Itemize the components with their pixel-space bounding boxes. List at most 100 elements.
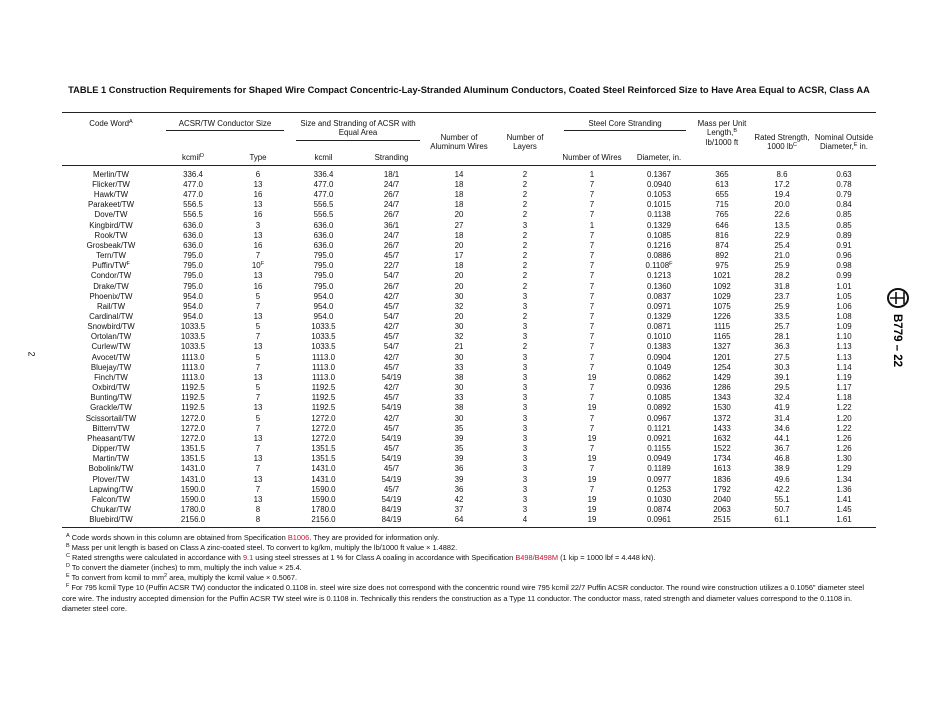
table-cell: 30 (454, 352, 464, 362)
table-cell: 7 (255, 423, 261, 433)
table-row: Grosbeak/TW 636.0 16 636.0 26/7 20 2 7 0.1216 874… (62, 241, 876, 251)
text: area, multiply the kcmil value × 0.5067. (167, 573, 298, 583)
table-cell: 2040 (713, 494, 731, 504)
table-cell: 0.1329 (646, 312, 672, 321)
table-row: Lapwing/TW 1590.0 7 1590.0 45/7 36 3 7 0.1253 179… (62, 485, 876, 495)
text: Nominal Outside Diameter, (814, 132, 874, 151)
superscript: 2 (164, 573, 168, 580)
table-cell: 2 (522, 190, 528, 200)
table-cell: Cardinal/TW (89, 312, 133, 321)
group-label: Steel Core Stranding (564, 119, 687, 132)
text: Mass per unit length is based on Class A… (69, 543, 458, 553)
table-cell: 1075 (713, 301, 731, 311)
table-cell: 1590.0 (180, 494, 206, 504)
table-cell: 1.01 (836, 281, 852, 291)
table-cell: 13.5 (774, 220, 790, 230)
table-cell: Martin/TW (92, 454, 130, 464)
table-row: Curlew/TW 1033.5 13 1033.5 54/7 21 2 7 0.1383 132… (62, 342, 876, 352)
table-row: Dipper/TW 1351.5 7 1351.5 45/7 35 3 7 0.1155 1522… (62, 444, 876, 454)
table-cell: 33 (454, 362, 464, 372)
table-cell: Ortolan/TW (90, 332, 132, 342)
superscript: F (66, 583, 70, 590)
table-row: Oxbird/TW 1192.5 5 1192.5 42/7 30 3 7 0.0936 1286… (62, 383, 876, 393)
text: . They are provided for information only… (309, 533, 440, 542)
column-subheader: kcmilD (160, 140, 226, 166)
table-cell: 1613 (713, 464, 731, 474)
table-cell: 32 (454, 301, 464, 311)
table-row: Pheasant/TW 1272.0 13 1272.0 54/19 39 3 19 0.092… (62, 434, 876, 444)
table-cell: 0.0967 (646, 413, 672, 423)
table-cell: Falcon/TW (91, 494, 131, 504)
table-cell: 2 (522, 230, 528, 240)
table-cell: 3 (255, 220, 261, 230)
table-cell: Bluebird/TW (62, 515, 160, 529)
table-cell: 42/7 (383, 352, 400, 362)
table-cell: 336.4 (313, 169, 334, 179)
table-cell: 38 (454, 403, 464, 413)
table-cell: 22.6 (774, 210, 790, 220)
table-cell: Rook/TW (94, 230, 128, 240)
table-cell: 1033.5 (311, 332, 336, 342)
table-cell: 84/19 (381, 504, 402, 514)
table-cell: 54/19 (381, 474, 402, 484)
table-cell: 1780.0 (311, 504, 336, 514)
table-cell: 0.1121 (647, 423, 671, 433)
table-cell: 13 (253, 230, 263, 240)
table-cell: 8.6 (776, 169, 788, 179)
table-cell: 1226 (713, 312, 731, 321)
text: kcmil (314, 153, 333, 163)
table-row: Avocet/TW 1113.0 5 1113.0 42/7 30 3 7 0.0904 1201… (62, 353, 876, 363)
table-cell: 1351.5 (311, 444, 336, 454)
column-header: Code WordA (62, 112, 160, 166)
table-cell: 22/7 (383, 261, 400, 271)
column-header: Rated Strength, 1000 lbC (752, 112, 813, 166)
table-cell: 24/7 (383, 230, 400, 240)
table-cell: 27 (454, 220, 464, 230)
table-cell: 765 (715, 210, 729, 220)
table-cell: 7 (255, 444, 261, 454)
table-row: Rook/TW 636.0 13 636.0 24/7 18 2 7 0.1085 816 22.9… (62, 231, 876, 241)
table-cell: 46.8 (774, 454, 790, 464)
text: Number of Layers (506, 132, 544, 151)
table-cell: 1.22 (836, 403, 852, 413)
table-cell: 31.4 (774, 413, 790, 423)
table-cell: Tern/TW (96, 251, 126, 261)
table-cell: 1192.5 (181, 383, 205, 393)
table-cell: 636.0 (313, 230, 334, 240)
table-cell: 19 (558, 515, 626, 529)
table-cell: 2 (522, 179, 528, 189)
table-cell: 1.17 (836, 383, 852, 393)
table-cell: 16 (253, 190, 263, 200)
table-cell: 36 (454, 464, 464, 474)
table-cell: 556.5 (183, 210, 203, 220)
table-cell: 1.19 (836, 372, 852, 382)
table-cell: 39 (454, 433, 464, 443)
table-cell: 0.0921 (646, 433, 672, 443)
table-row: Rail/TW 954.0 7 954.0 45/7 32 3 7 0.0971 1075 25.9… (62, 302, 876, 312)
superscript: D (66, 563, 70, 570)
table-cell: Lapwing/TW (89, 484, 133, 494)
table-cell: 0.1253 (646, 484, 672, 494)
superscript: E (66, 573, 70, 580)
table-row: Bobolink/TW 1431.0 7 1431.0 45/7 36 3 7 0.1189 16… (62, 464, 876, 474)
table-row: Chukar/TW 1780.0 8 1780.0 84/19 37 3 19 0.0874 20… (62, 505, 876, 515)
table-cell: 1.13 (836, 352, 852, 362)
table-cell: 1522 (713, 444, 731, 454)
table-cell: 954.0 (183, 312, 203, 321)
table-cell: 54/19 (381, 372, 402, 382)
table-cell: 19 (587, 403, 597, 413)
table-cell: 0.1010 (646, 332, 672, 342)
table-cell: 13 (253, 271, 263, 281)
table-cell: 636.0 (183, 240, 203, 250)
table-cell: 0.96 (836, 251, 852, 261)
table-cell: Finch/TW (94, 372, 128, 382)
table-cell: 0.1138 (647, 210, 671, 220)
table-cell: 7 (589, 179, 595, 189)
table-cell: 28.1 (774, 332, 790, 342)
table-cell: 27.5 (774, 352, 790, 362)
table-cell: 0.0862 (646, 372, 672, 382)
table-cell: 1033.5 (180, 342, 206, 352)
table-cell: 874 (715, 240, 729, 250)
table-cell: 0.1360 (646, 281, 672, 291)
table-cell: 37 (454, 504, 464, 514)
